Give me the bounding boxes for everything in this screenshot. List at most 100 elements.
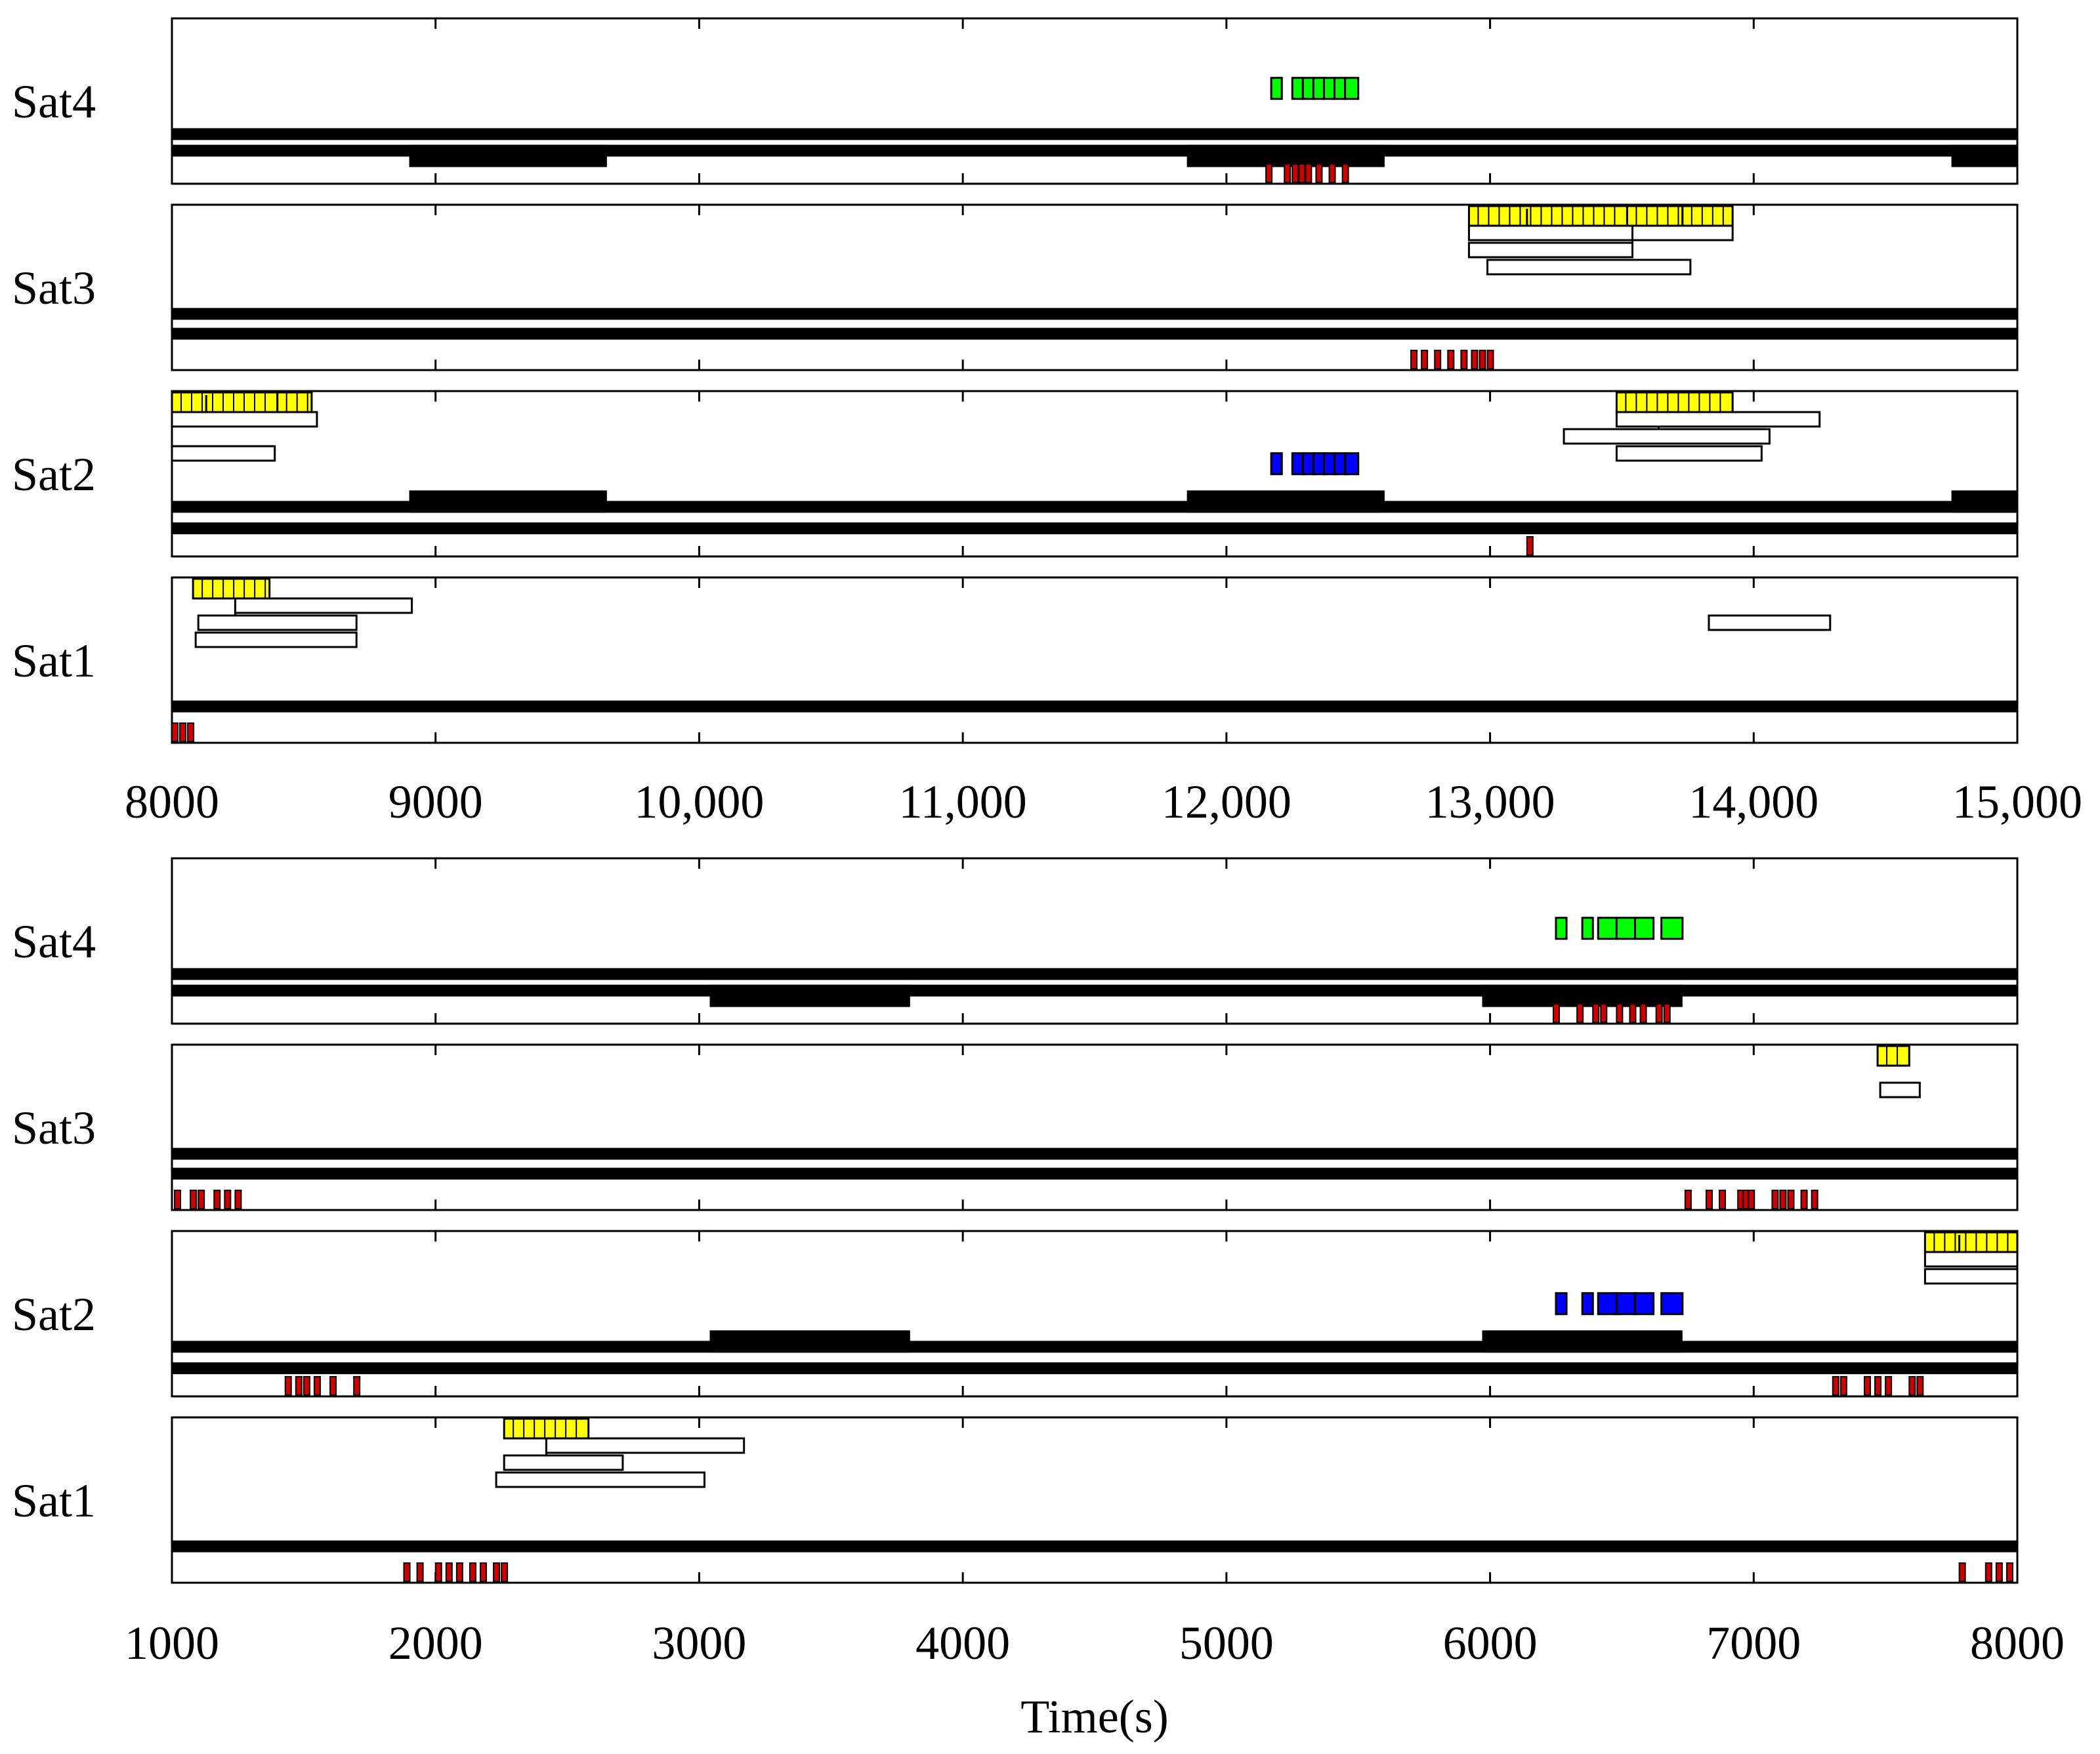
timeline-bar [172, 308, 2017, 320]
row-frame [171, 1043, 2019, 1211]
observation-block [171, 391, 279, 413]
visibility-window [1563, 428, 1771, 445]
x-tick-label: 9000 [388, 776, 483, 828]
visibility-window [194, 631, 358, 648]
timeline-bar [172, 522, 2017, 535]
row-frame [171, 576, 2019, 744]
downlink-mark [284, 1376, 292, 1396]
task-block [1555, 1292, 1568, 1316]
visibility-window [1615, 445, 1763, 462]
task-block [1660, 1292, 1684, 1316]
timeline-bar [172, 128, 2017, 140]
downlink-mark [1779, 1190, 1787, 1209]
downlink-mark [1864, 1376, 1872, 1396]
x-tick-label: 15,000 [1952, 776, 2082, 828]
task-block [1291, 452, 1304, 476]
timeline-bar [172, 144, 2017, 157]
downlink-mark [1885, 1376, 1893, 1396]
x-tick-label: 12,000 [1162, 776, 1292, 828]
downlink-mark [434, 1562, 442, 1582]
downlink-mark [1811, 1190, 1818, 1209]
downlink-mark [1592, 1003, 1600, 1023]
task-block [1555, 917, 1568, 940]
observation-block [1923, 1231, 2019, 1253]
downlink-mark [1305, 163, 1312, 183]
eclipse-segment [709, 984, 910, 1007]
x-tick-label: 5000 [1179, 1617, 1274, 1669]
downlink-mark [1292, 163, 1299, 183]
visibility-window [1708, 614, 1832, 631]
x-tick-label: 1000 [125, 1617, 219, 1669]
row-frame [171, 1416, 2019, 1584]
row-label: Sat3 [12, 262, 96, 314]
downlink-mark [1748, 1190, 1755, 1209]
eclipse-segment [1482, 984, 1683, 1007]
downlink-mark [1832, 1376, 1839, 1396]
row-label: Sat1 [12, 1474, 96, 1527]
timeline-bar [172, 984, 2017, 997]
visibility-window [545, 1437, 746, 1454]
downlink-mark [1526, 536, 1534, 556]
task-block [1634, 917, 1655, 940]
visibility-window [1923, 1268, 2019, 1285]
downlink-mark [1958, 1562, 1966, 1582]
panel-1-row-sat2: Sat2 [12, 390, 2019, 558]
task-block [1312, 77, 1325, 100]
task-block [1615, 1292, 1637, 1316]
downlink-mark [1552, 1003, 1560, 1023]
row-label: Sat3 [12, 1102, 96, 1154]
timeline-bar [172, 327, 2017, 340]
x-tick-label: 14,000 [1689, 776, 1818, 828]
observation-block [192, 577, 271, 600]
downlink-mark [1787, 1190, 1795, 1209]
x-tick-label: 6000 [1443, 1617, 1538, 1669]
panel-1-row-sat4: Sat4 [12, 17, 2019, 185]
task-block [1597, 917, 1618, 940]
x-tick-label: 8000 [125, 776, 219, 828]
downlink-mark [1719, 1190, 1727, 1209]
task-block [1322, 452, 1336, 476]
downlink-mark [1874, 1376, 1882, 1396]
downlink-mark [174, 1190, 182, 1209]
timeline-bar [172, 1148, 2017, 1160]
downlink-mark [1315, 163, 1323, 183]
downlink-mark [403, 1562, 411, 1582]
panel-2-row-sat3: Sat3 [12, 1043, 2019, 1211]
visibility-window [1467, 241, 1633, 259]
downlink-mark [329, 1376, 337, 1396]
downlink-mark [234, 1190, 242, 1209]
task-block [1301, 452, 1314, 476]
timeline-bar [172, 968, 2017, 980]
panel-2-row-sat1: Sat1 [12, 1416, 2019, 1584]
row-label: Sat4 [12, 75, 96, 128]
downlink-mark [416, 1562, 424, 1582]
downlink-mark [1421, 350, 1429, 369]
x-tick-label: 7000 [1706, 1617, 1801, 1669]
downlink-mark [1341, 163, 1349, 183]
downlink-mark [1655, 1003, 1663, 1023]
task-block [1597, 1292, 1618, 1316]
x-tick-label: 11,000 [898, 776, 1026, 828]
x-tick-label: 3000 [652, 1617, 746, 1669]
visibility-window [171, 445, 276, 462]
downlink-mark [1434, 350, 1442, 369]
downlink-mark [353, 1376, 361, 1396]
timeline-bar [172, 1341, 2017, 1353]
panel-2-row-sat2: Sat2 [12, 1230, 2019, 1398]
downlink-mark [1460, 350, 1468, 369]
downlink-mark [493, 1562, 501, 1582]
task-block [1270, 452, 1283, 476]
timeline-bar [172, 1167, 2017, 1180]
x-tick-label: 2000 [388, 1617, 483, 1669]
eclipse-segment [409, 144, 607, 167]
task-block [1615, 917, 1637, 940]
downlink-mark [224, 1190, 232, 1209]
downlink-mark [179, 722, 187, 742]
downlink-mark [295, 1376, 303, 1396]
downlink-mark [313, 1376, 321, 1396]
row-label: Sat2 [12, 448, 96, 501]
timeline-bar [172, 501, 2017, 513]
visibility-window [503, 1454, 624, 1471]
eclipse-segment [1951, 490, 2017, 513]
